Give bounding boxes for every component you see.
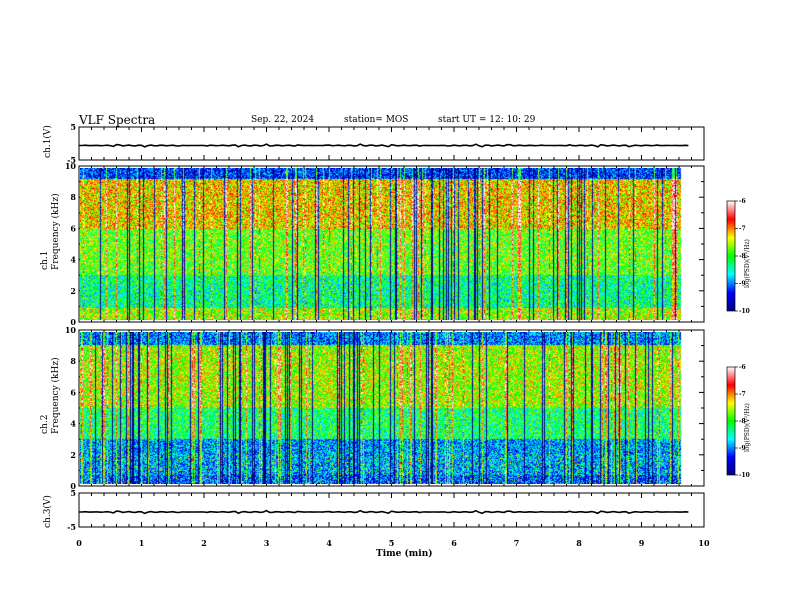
y-tick-label: 8 bbox=[70, 192, 76, 202]
y-tick-label: 10 bbox=[65, 161, 77, 171]
ch1-spectrogram-image bbox=[80, 168, 693, 320]
colorbar-tick-label: -6 bbox=[739, 198, 746, 205]
colorbar-tick-label: -8 bbox=[739, 418, 746, 425]
waveform-trace bbox=[79, 509, 689, 515]
y-tick-label: -5 bbox=[67, 522, 76, 532]
x-tick-label: 8 bbox=[576, 538, 582, 548]
y-tick-label: 4 bbox=[70, 255, 76, 265]
colorbar-tick-label: -6 bbox=[739, 364, 746, 371]
colorbar-tick-label: -7 bbox=[739, 391, 746, 398]
colorbar-tick-label: -8 bbox=[739, 253, 746, 260]
x-tick-label: 3 bbox=[264, 538, 270, 548]
start-time-label: start UT = 12: 10: 29 bbox=[438, 115, 536, 125]
y-tick-label: 2 bbox=[70, 450, 76, 460]
y-tick-label: 0 bbox=[70, 317, 76, 327]
y-tick-label: -5 bbox=[67, 155, 76, 165]
y-tick-label: 5 bbox=[70, 122, 76, 132]
colorbar-2 bbox=[726, 366, 736, 476]
y-tick-label: 0 bbox=[70, 481, 76, 491]
colorbar-tick-label: -10 bbox=[739, 308, 750, 315]
y-tick-label: 4 bbox=[70, 419, 76, 429]
x-tick-label: 7 bbox=[514, 538, 520, 548]
y-tick-label: 6 bbox=[70, 387, 76, 397]
figure-title: VLF Spectra bbox=[79, 113, 156, 127]
colorbar-1 bbox=[726, 200, 736, 312]
x-tick-label: 5 bbox=[389, 538, 395, 548]
y-tick-label: 6 bbox=[70, 223, 76, 233]
panel-frame-3 bbox=[78, 492, 705, 528]
colorbar-tick-label: -9 bbox=[739, 445, 746, 452]
ch2-spectrogram-ylabel: ch.2 Frequency (kHz) bbox=[40, 357, 61, 434]
ch1-waveform-ylabel: ch.1(V) bbox=[43, 125, 53, 158]
date-label: Sep. 22, 2024 bbox=[251, 115, 315, 125]
x-tick-label: 6 bbox=[451, 538, 457, 548]
colorbar-tick-label: -9 bbox=[739, 281, 746, 288]
ch1-spectrogram-ylabel: ch.1 Frequency (kHz) bbox=[40, 193, 61, 270]
ch2-spectrogram-image bbox=[80, 332, 693, 484]
colorbar2-label: log(PSD)(V²/Hz) bbox=[744, 403, 751, 452]
y-tick-label: 5 bbox=[70, 488, 76, 498]
x-tick-label: 4 bbox=[326, 538, 332, 548]
x-tick-label: 10 bbox=[698, 538, 710, 548]
colorbar-tick-label: -10 bbox=[739, 472, 750, 479]
station-label: station= MOS bbox=[344, 115, 409, 125]
x-tick-label: 9 bbox=[639, 538, 645, 548]
y-tick-label: 2 bbox=[70, 286, 76, 296]
x-axis-label: Time (min) bbox=[376, 549, 433, 559]
waveform-trace bbox=[79, 143, 689, 148]
colorbar1-label: log(PSD)(V²/Hz) bbox=[744, 239, 751, 288]
colorbar-tick-label: -7 bbox=[739, 226, 746, 233]
x-tick-label: 0 bbox=[76, 538, 82, 548]
ch3-waveform-ylabel: ch.3(V) bbox=[43, 495, 53, 528]
y-tick-label: 8 bbox=[70, 356, 76, 366]
x-tick-label: 1 bbox=[139, 538, 145, 548]
x-tick-label: 2 bbox=[201, 538, 207, 548]
y-tick-label: 10 bbox=[65, 325, 77, 335]
